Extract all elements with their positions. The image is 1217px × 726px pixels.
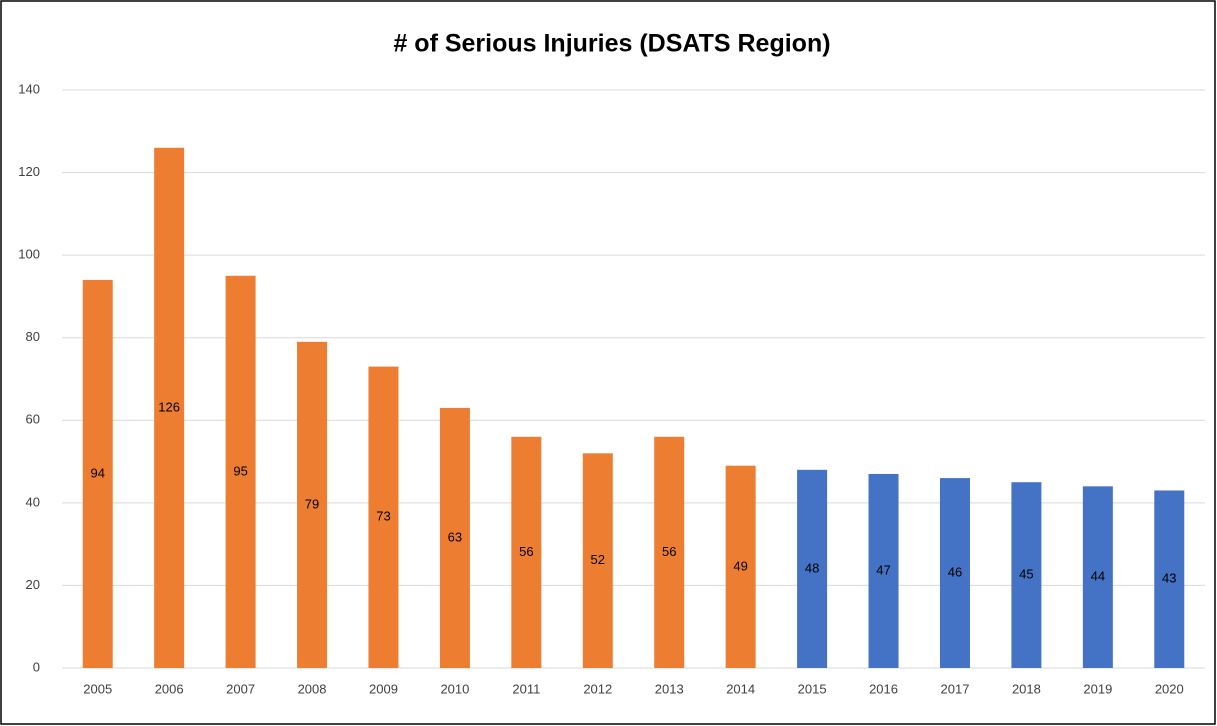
x-tick-label: 2017 (941, 681, 970, 696)
x-tick-label: 2016 (869, 681, 898, 696)
y-tick-label: 100 (18, 247, 40, 262)
x-tick-label: 2019 (1083, 681, 1112, 696)
bar (1082, 486, 1113, 668)
x-tick-label: 2014 (726, 681, 755, 696)
y-tick-label: 20 (26, 577, 40, 592)
bar (439, 407, 470, 668)
data-label: 95 (233, 463, 247, 478)
bar (654, 436, 685, 668)
x-tick-label: 2013 (655, 681, 684, 696)
y-tick-label: 60 (26, 412, 40, 427)
bar (154, 147, 185, 669)
bar (582, 453, 613, 668)
data-label: 43 (1162, 571, 1176, 586)
data-label: 94 (90, 465, 104, 480)
data-label: 44 (1091, 569, 1105, 584)
x-tick-label: 2012 (583, 681, 612, 696)
data-label: 49 (733, 558, 747, 573)
bar (939, 478, 970, 668)
bar (797, 469, 828, 668)
data-label: 79 (305, 496, 319, 511)
bar (297, 341, 328, 668)
x-tick-label: 2008 (298, 681, 327, 696)
x-tick-label: 2018 (1012, 681, 1041, 696)
data-label: 47 (876, 562, 890, 577)
bar (725, 465, 756, 668)
x-tick-label: 2010 (440, 681, 469, 696)
y-tick-label: 80 (26, 329, 40, 344)
data-label: 45 (1019, 567, 1033, 582)
data-label: 126 (158, 399, 180, 414)
data-label: 52 (591, 552, 605, 567)
bar (225, 275, 256, 668)
data-label: 56 (519, 544, 533, 559)
bar (82, 279, 113, 668)
bar (1154, 490, 1185, 668)
bar (868, 473, 899, 668)
bar (511, 436, 542, 668)
x-tick-label: 2005 (83, 681, 112, 696)
chart-title: # of Serious Injuries (DSATS Region) (393, 30, 830, 58)
y-tick-label: 120 (18, 164, 40, 179)
x-tick-label: 2020 (1155, 681, 1184, 696)
data-label: 73 (376, 509, 390, 524)
x-tick-label: 2006 (155, 681, 184, 696)
bar (368, 366, 399, 668)
x-tick-label: 2007 (226, 681, 255, 696)
x-tick-label: 2011 (512, 681, 540, 696)
x-tick-label: 2015 (798, 681, 827, 696)
data-label: 56 (662, 544, 676, 559)
y-tick-label: 140 (18, 81, 40, 96)
data-label: 46 (948, 564, 962, 579)
data-label: 63 (448, 529, 462, 544)
bar (1011, 482, 1042, 668)
data-label: 48 (805, 560, 819, 575)
x-tick-label: 2009 (369, 681, 398, 696)
y-tick-label: 0 (33, 659, 40, 674)
y-tick-label: 40 (26, 494, 40, 509)
